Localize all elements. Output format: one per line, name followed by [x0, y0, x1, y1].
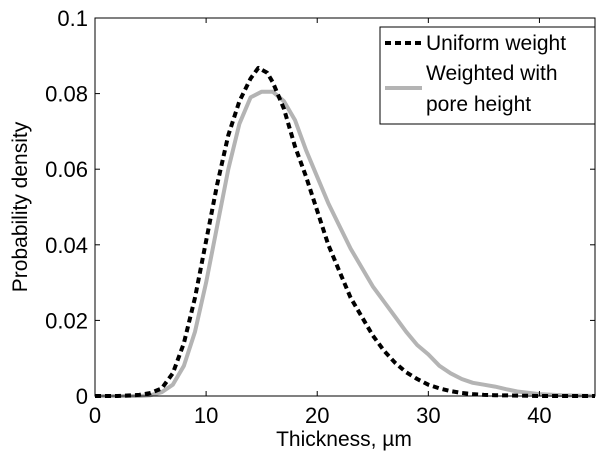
legend-label-weighted-with-pore-height-line1: Weighted with [426, 62, 558, 85]
legend-label-weighted-with-pore-height-line2: pore height [426, 93, 531, 116]
x-tick-label: 0 [89, 403, 101, 428]
y-tick-label: 0 [76, 384, 88, 409]
x-axis-label: Thickness, µm [276, 428, 412, 451]
axis-tick-labels: 0 10 20 30 40 0 0.02 0.04 0.06 0.08 0.1 [45, 6, 552, 428]
x-tick-label: 10 [194, 403, 218, 428]
y-tick-label: 0.1 [57, 6, 88, 31]
plot-area-frame [94, 17, 596, 397]
y-tick-label: 0.02 [45, 308, 88, 333]
y-tick-label: 0.04 [45, 233, 88, 258]
y-tick-label: 0.06 [45, 157, 88, 182]
y-axis-label: Probability density [9, 121, 32, 292]
series-line-1 [95, 89, 596, 398]
x-tick-label: 20 [305, 403, 329, 428]
legend: Uniform weight Weighted with pore height [379, 26, 596, 125]
plot-lines [95, 65, 596, 398]
x-tick-label: 30 [416, 403, 440, 428]
series-line-0 [95, 65, 595, 398]
legend-label-uniform-weight: Uniform weight [426, 32, 566, 55]
y-tick-label: 0.08 [45, 82, 88, 107]
x-tick-label: 40 [527, 403, 551, 428]
